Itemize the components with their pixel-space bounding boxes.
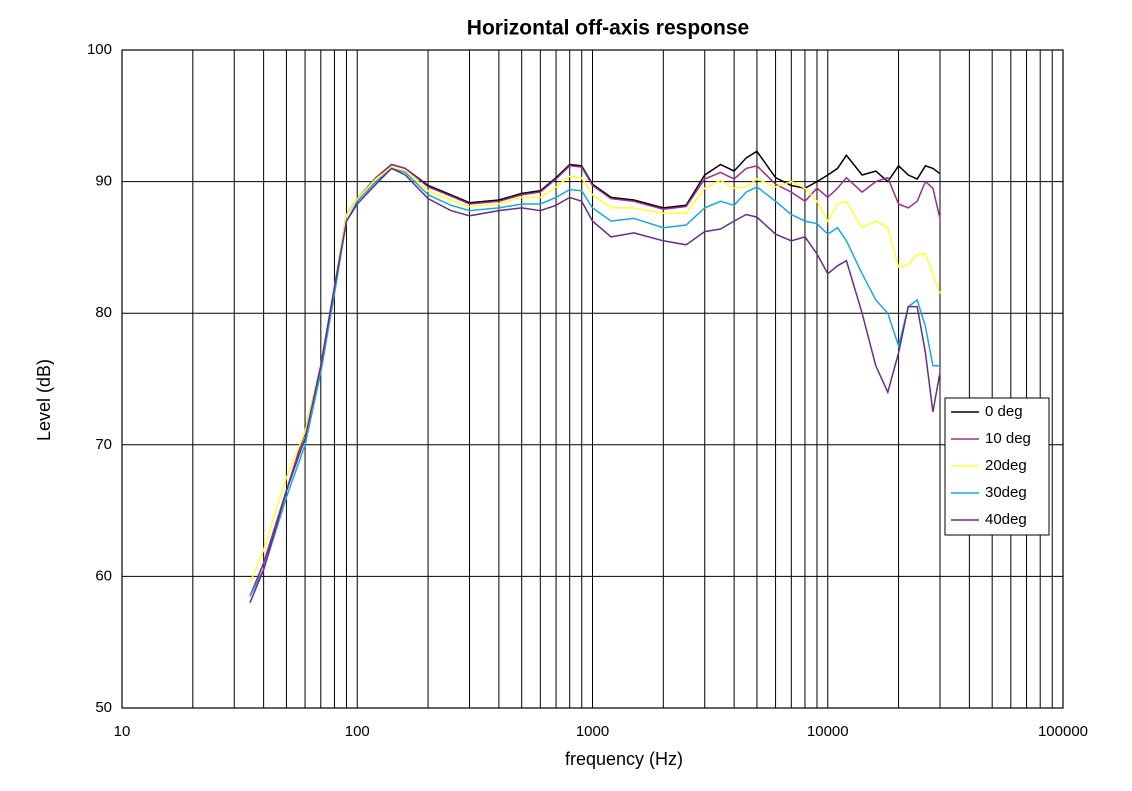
plot-frame	[121, 49, 1064, 709]
x-tick-label: 1000	[576, 723, 609, 740]
y-tick-label: 50	[95, 699, 112, 716]
series-line	[249, 166, 941, 584]
chart-title: Horizontal off-axis response	[467, 17, 749, 40]
series-line	[249, 167, 940, 597]
y-tick-label: 90	[95, 173, 112, 190]
x-axis-label: frequency (Hz)	[565, 749, 683, 769]
y-axis-label: Level (dB)	[34, 359, 54, 441]
legend-label: 40deg	[985, 511, 1027, 528]
y-tick-label: 60	[95, 567, 112, 584]
y-tick-label: 80	[95, 304, 112, 321]
legend-label: 30deg	[985, 484, 1027, 501]
series-line	[249, 150, 941, 597]
x-tick-label: 100	[345, 723, 370, 740]
legend-label: 10 deg	[985, 430, 1031, 447]
legend-label: 20deg	[985, 457, 1027, 474]
x-tick-label: 10000	[807, 723, 849, 740]
legend-label: 0 deg	[985, 403, 1023, 420]
y-tick-label: 100	[87, 41, 112, 58]
y-tick-label: 70	[95, 436, 112, 453]
x-tick-label: 10	[114, 723, 131, 740]
series-line	[249, 167, 941, 603]
x-tick-label: 100000	[1038, 723, 1088, 740]
